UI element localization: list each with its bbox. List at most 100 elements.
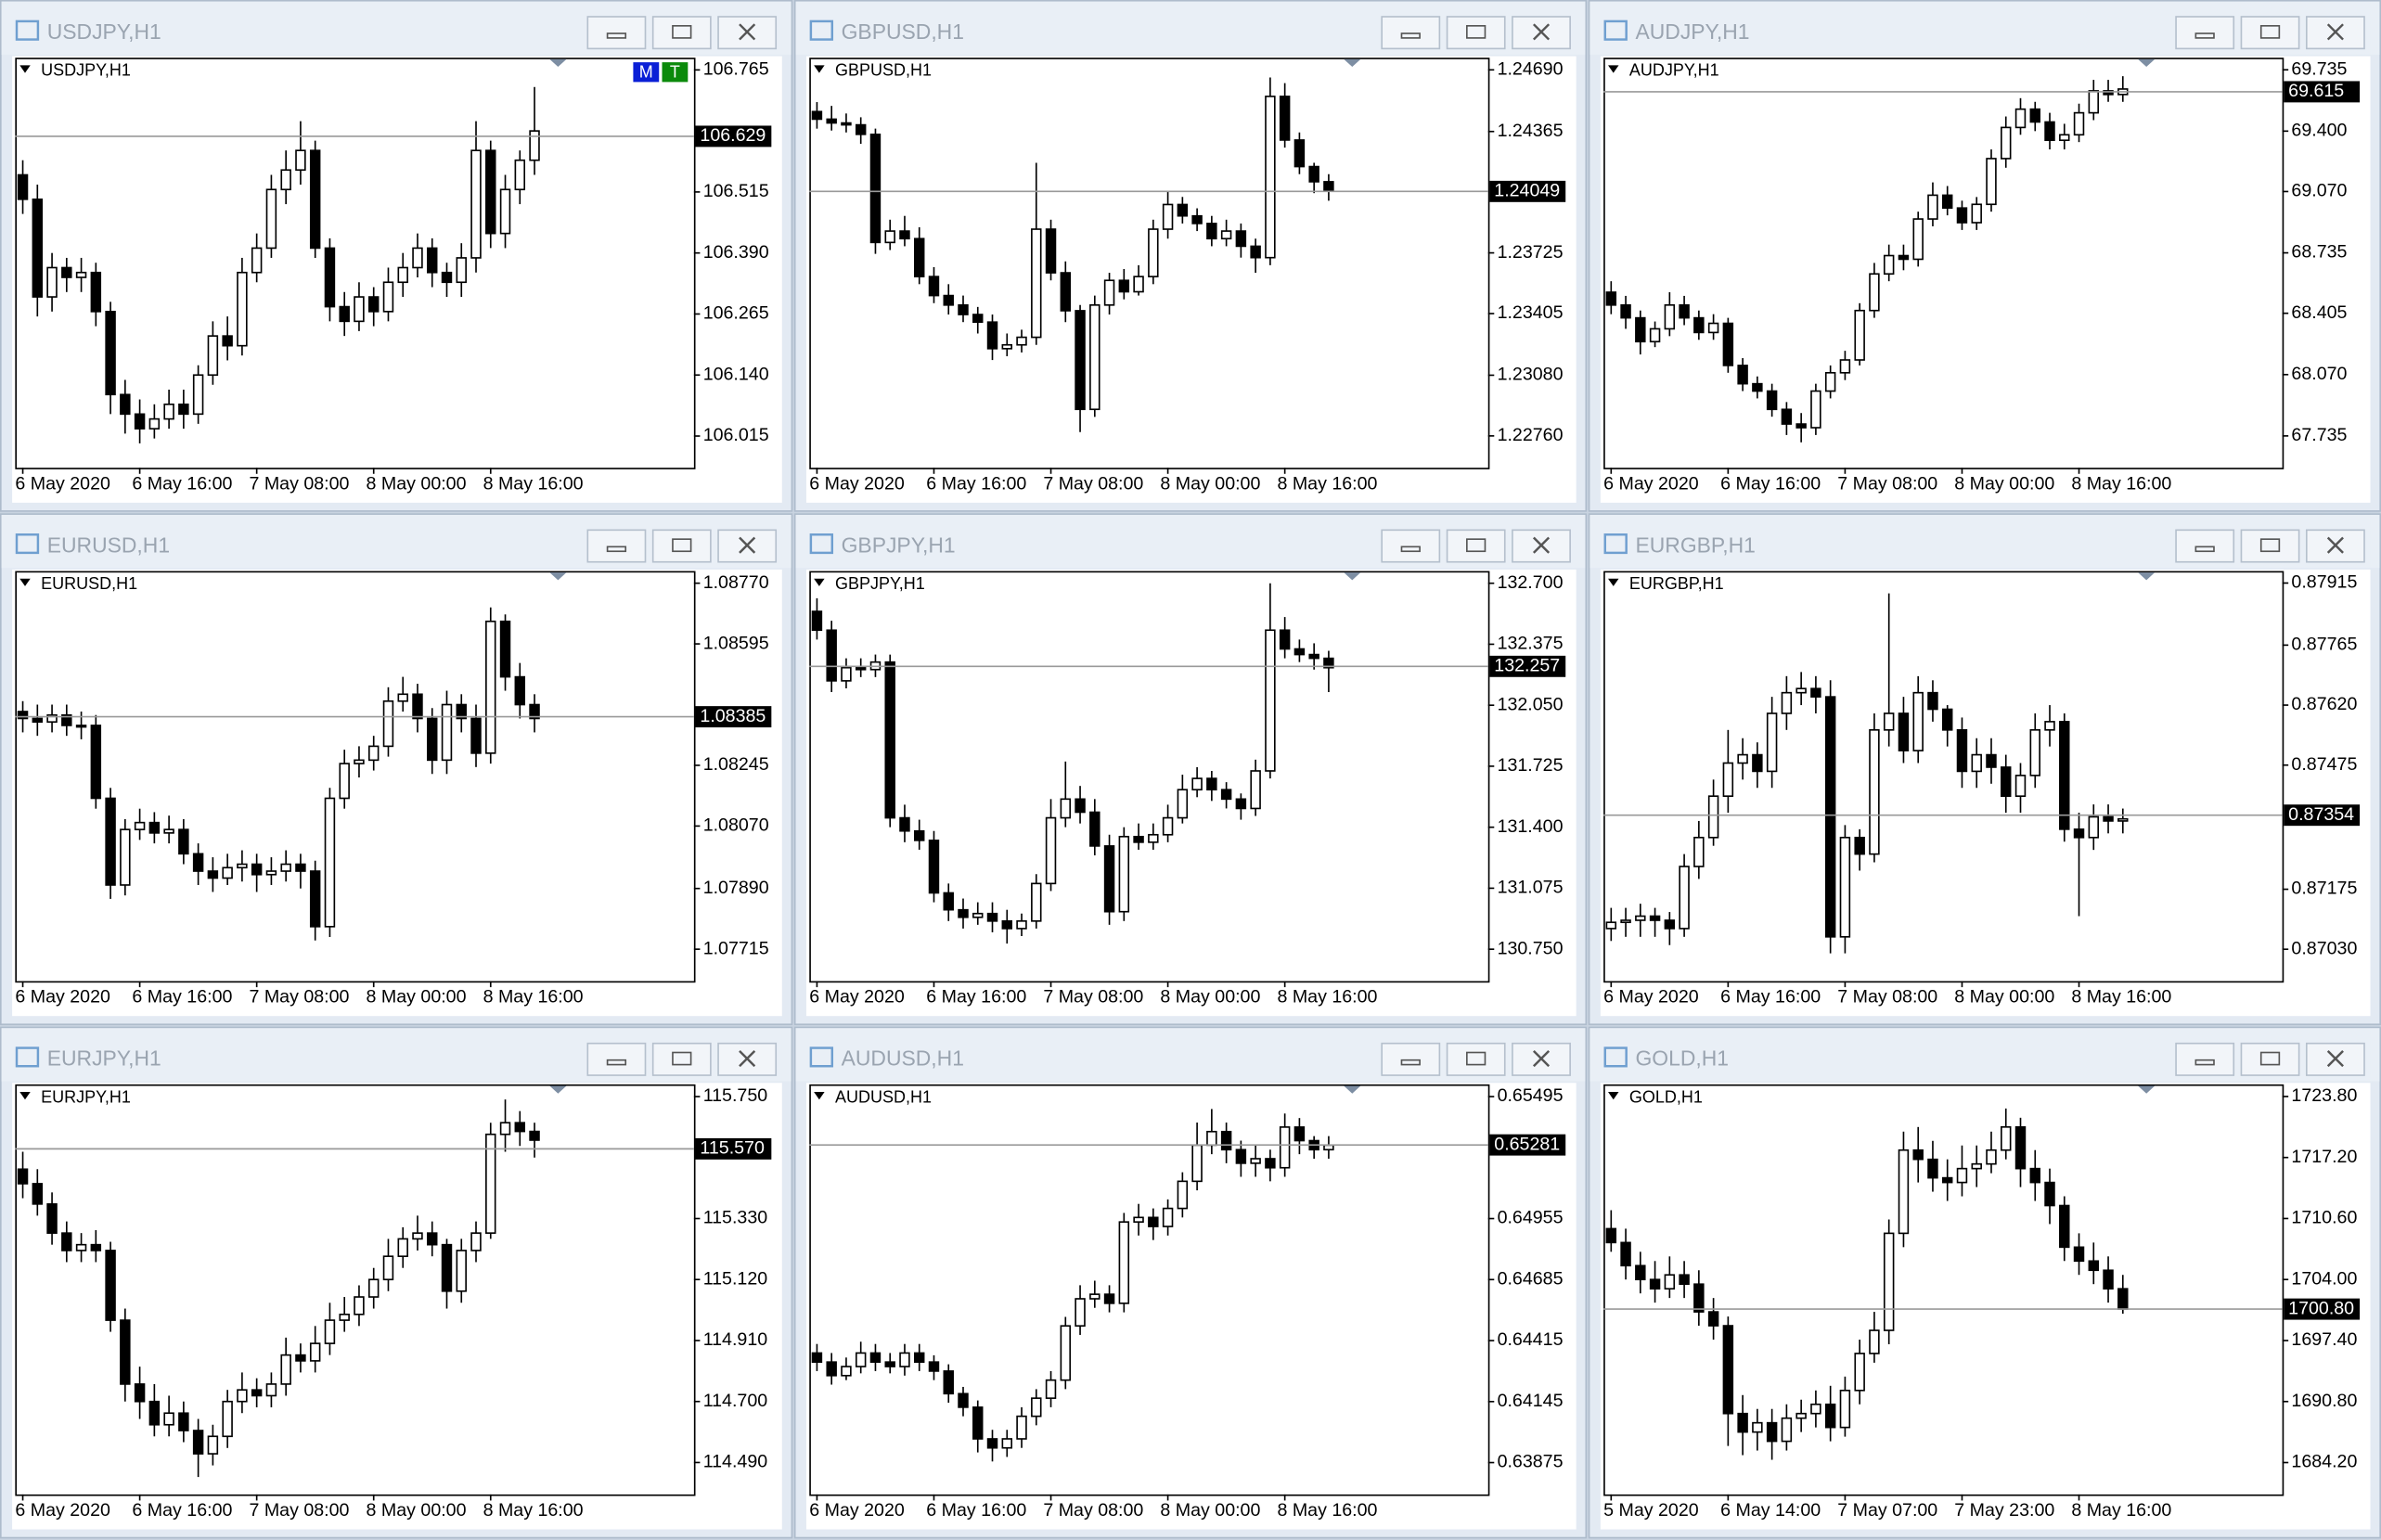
candle-body bbox=[1869, 1329, 1880, 1354]
candle-body bbox=[1250, 1158, 1261, 1164]
x-tick-label: 6 May 2020 bbox=[1603, 987, 1699, 1007]
maximize-button[interactable] bbox=[1446, 529, 1506, 563]
close-button[interactable] bbox=[1512, 529, 1571, 563]
y-tick-label: 1.08770 bbox=[703, 572, 769, 593]
close-button[interactable] bbox=[2305, 1042, 2365, 1076]
maximize-button[interactable] bbox=[2240, 1042, 2300, 1076]
candle-body bbox=[958, 1392, 969, 1408]
x-tick-label: 7 May 23:00 bbox=[1954, 1500, 2054, 1521]
window-title: USDJPY,H1 bbox=[47, 19, 161, 44]
candle-body bbox=[1177, 789, 1189, 819]
close-glyph bbox=[739, 536, 756, 554]
candle-body bbox=[397, 266, 408, 284]
candle-body bbox=[1854, 1353, 1865, 1392]
candle-body bbox=[1177, 1180, 1189, 1210]
candle-body bbox=[1293, 648, 1306, 656]
minimize-button[interactable] bbox=[2175, 16, 2235, 50]
close-glyph bbox=[2326, 1049, 2344, 1068]
maximize-button[interactable] bbox=[2240, 16, 2300, 50]
minimize-button[interactable] bbox=[1381, 16, 1441, 50]
y-tick-label: 106.265 bbox=[703, 303, 769, 324]
maximize-button[interactable] bbox=[2240, 529, 2300, 563]
close-button[interactable] bbox=[1512, 16, 1571, 50]
badge-label[interactable]: T bbox=[670, 62, 680, 81]
y-tick-label: 1710.60 bbox=[2291, 1208, 2357, 1228]
maximize-button[interactable] bbox=[651, 1042, 712, 1076]
close-button[interactable] bbox=[2305, 529, 2365, 563]
badge-label[interactable]: M bbox=[639, 62, 653, 81]
candle-body bbox=[1883, 254, 1895, 276]
x-tick-label: 8 May 00:00 bbox=[367, 473, 467, 494]
minimize-button[interactable] bbox=[586, 16, 647, 50]
minimize-button[interactable] bbox=[586, 529, 647, 563]
candle-body bbox=[309, 1342, 321, 1362]
y-tick-label: 0.87765 bbox=[2291, 635, 2357, 655]
window-title: EURGBP,H1 bbox=[1635, 533, 1755, 557]
close-button[interactable] bbox=[2305, 16, 2365, 50]
candle-body bbox=[178, 403, 189, 416]
candle-body bbox=[2001, 126, 2012, 160]
candle-body bbox=[456, 257, 467, 284]
candle-body bbox=[61, 266, 72, 278]
minimize-button[interactable] bbox=[2175, 1042, 2235, 1076]
maximize-button[interactable] bbox=[651, 16, 712, 50]
y-tick-label: 132.050 bbox=[1498, 694, 1564, 714]
close-button[interactable] bbox=[717, 16, 778, 50]
candle-body bbox=[1148, 1216, 1159, 1227]
chart-symbol-label: EURGBP,H1 bbox=[1629, 574, 1724, 593]
candle-body bbox=[1752, 382, 1763, 392]
chart-symbol-label: USDJPY,H1 bbox=[41, 61, 131, 80]
candle-body bbox=[913, 1352, 925, 1363]
candle-body bbox=[855, 666, 867, 671]
candle-body bbox=[529, 130, 540, 161]
maximize-button[interactable] bbox=[651, 529, 712, 563]
y-tick-label: 130.750 bbox=[1498, 938, 1564, 958]
maximize-button[interactable] bbox=[1446, 16, 1506, 50]
candle-body bbox=[1664, 919, 1676, 930]
y-tick-label: 106.015 bbox=[703, 425, 769, 445]
candle-body bbox=[1001, 1438, 1012, 1449]
x-tick-label: 6 May 2020 bbox=[809, 473, 905, 494]
candle-body bbox=[1001, 920, 1012, 930]
price-label-box bbox=[2284, 804, 2361, 827]
candle-body bbox=[928, 1361, 940, 1372]
minimize-button[interactable] bbox=[586, 1042, 647, 1076]
close-button[interactable] bbox=[1512, 1042, 1571, 1076]
close-button[interactable] bbox=[717, 529, 778, 563]
minimize-button[interactable] bbox=[1381, 1042, 1441, 1076]
candle-body bbox=[280, 1354, 291, 1385]
candle-body bbox=[1737, 365, 1748, 385]
candle-body bbox=[1824, 1403, 1836, 1429]
candle-body bbox=[61, 1232, 72, 1251]
candle-body bbox=[972, 314, 984, 324]
minimize-button[interactable] bbox=[1381, 529, 1441, 563]
candle-body bbox=[163, 1412, 174, 1426]
candle-body bbox=[1220, 789, 1232, 801]
maximize-button[interactable] bbox=[1446, 1042, 1506, 1076]
candle-body bbox=[899, 230, 910, 240]
candle-body bbox=[2103, 815, 2114, 822]
window-title: EURUSD,H1 bbox=[47, 533, 170, 557]
candle-body bbox=[884, 661, 895, 819]
y-tick-label: 106.140 bbox=[703, 364, 769, 384]
candle-body bbox=[1869, 728, 1880, 855]
price-label-box bbox=[695, 1137, 772, 1160]
candle-body bbox=[1898, 1149, 1910, 1235]
price-label: 0.87354 bbox=[2288, 804, 2354, 825]
x-tick-label: 6 May 16:00 bbox=[132, 473, 232, 494]
candle-body bbox=[855, 1352, 867, 1367]
y-tick-label: 1.23405 bbox=[1498, 302, 1564, 323]
candle-body bbox=[1235, 230, 1247, 248]
minimize-button[interactable] bbox=[2175, 529, 2235, 563]
candle-body bbox=[1016, 920, 1027, 930]
close-button[interactable] bbox=[717, 1042, 778, 1076]
symbol-menu-arrow bbox=[1608, 1092, 1619, 1100]
candle-body bbox=[1308, 653, 1319, 660]
candle-body bbox=[17, 173, 29, 200]
candle-body bbox=[958, 908, 969, 918]
plot-border bbox=[1603, 1084, 2284, 1496]
maximize-glyph bbox=[2259, 25, 2281, 39]
candle-body bbox=[1722, 1325, 1734, 1415]
candle-body bbox=[1737, 753, 1748, 764]
y-tick-label: 0.65495 bbox=[1498, 1085, 1564, 1106]
